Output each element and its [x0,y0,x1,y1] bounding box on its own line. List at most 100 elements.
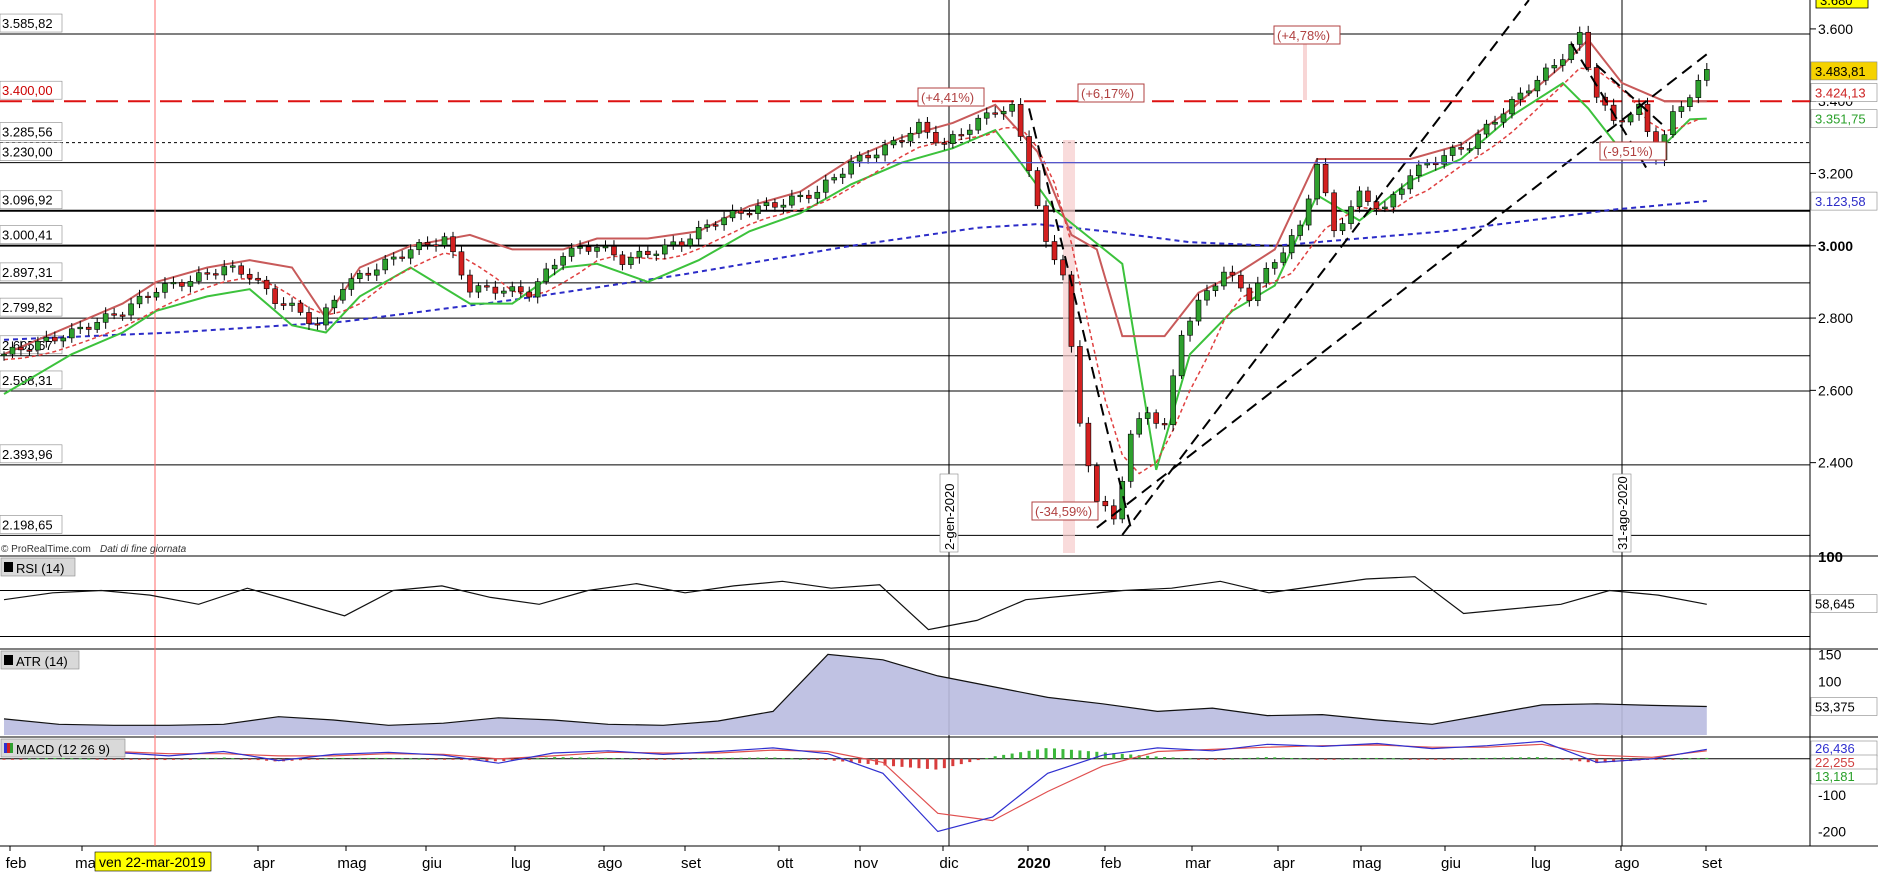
candle-body [534,281,541,298]
atr-area [4,654,1707,735]
macd-histogram-bar [892,758,896,767]
macd-histogram-bar [951,758,955,767]
price-axis-label: 2.400 [1818,455,1853,471]
candle-body [1238,274,1244,289]
macd-histogram-bar [87,758,91,760]
candle-body [1543,67,1549,81]
macd-histogram-bar [942,758,946,769]
date-marker-box [1612,473,1632,553]
copyright-text: © ProRealTime.com [1,544,91,555]
candle-body [814,191,821,199]
macd-histogram-bar [1357,758,1361,760]
candle-body [831,177,838,181]
macd-histogram-bar [1171,757,1175,759]
macd-histogram-bar [917,758,921,769]
candle-body [1559,59,1566,66]
macd-histogram-bar [663,758,667,760]
macd-histogram-bar [1442,758,1446,760]
macd-histogram-bar [671,758,675,760]
macd-histogram-bar [1036,749,1040,759]
macd-histogram-bar [1705,757,1709,759]
atr-axis-label: 100 [1818,673,1842,689]
macd-histogram-bar [154,758,158,760]
macd-histogram-bar [1552,758,1556,760]
candle-body [467,274,473,293]
price-value-label: 3.483,81 [1815,64,1866,79]
candle-body [1263,267,1270,284]
macd-histogram-bar [739,757,743,759]
macd-histogram-bar [968,758,972,763]
candle-body [399,256,405,259]
macd-histogram-bar [171,758,175,760]
candle-body [1466,148,1473,151]
candle-body [1161,423,1168,426]
candle-body [924,121,931,133]
macd-histogram-bar [459,758,463,760]
macd-legend: MACD (12 26 9) [16,742,110,757]
macd-histogram-bar [1662,758,1666,760]
candle-body [1195,299,1202,322]
x-axis-label: mar [1185,855,1211,872]
candle-body [204,272,211,275]
candle-body [1077,346,1083,424]
macd-histogram-bar [485,758,489,761]
candle-body [1407,175,1414,190]
macd-histogram-bar [53,758,57,760]
macd-histogram-bar [1010,753,1014,759]
candle-body [1288,235,1295,254]
candle-body [526,291,533,298]
level-label-box [0,370,63,390]
x-axis-label: dic [939,855,959,872]
price-value-label: 3.424,13 [1815,85,1866,100]
candle-body [441,236,448,246]
macd-histogram-bar [908,758,912,768]
candle-body [179,282,185,287]
x-axis-label: ago [1614,855,1639,872]
candle-body [255,277,261,281]
macd-histogram-bar [256,758,260,761]
macd-histogram-bar [138,758,142,760]
macd-histogram-bar [1027,750,1031,759]
candle-body [458,251,465,276]
macd-histogram-bar [527,758,531,760]
macd-histogram-bar [536,758,540,760]
data-note: Dati di fine giornata [100,544,187,555]
candle-body [966,129,973,135]
macd-histogram-bar [697,758,701,760]
atr-line [3,653,1707,726]
candle-body [357,272,363,279]
macd-histogram-bar [1544,757,1548,759]
macd-value-box [1810,768,1878,785]
macd-histogram-bar [1273,757,1277,759]
candle-body [1271,262,1278,269]
macd-histogram-bar [773,757,777,759]
candle-body [755,205,761,214]
macd-histogram-bar [146,758,150,760]
candle-body [450,236,456,253]
x-axis-label: apr [253,855,275,872]
candle-body [1526,90,1532,94]
candle-body [1178,334,1185,377]
candle-body [1170,375,1176,426]
candle-body [1534,79,1541,92]
macd-histogram-bar [510,758,514,761]
candle-body [35,340,41,351]
candle-body [1305,198,1312,226]
price-top-badge-text: 3.680 [1820,0,1853,8]
candle-body [323,307,329,326]
candle-body [1704,69,1710,81]
candle-body [950,134,956,144]
macd-histogram-bar [1103,752,1107,759]
macd-histogram-bar [544,757,548,759]
candle-body [1322,164,1329,194]
price-axis-label: 2.600 [1818,382,1853,398]
trend-line [1096,53,1708,529]
level-label-box [0,190,63,210]
x-axis-label: set [1702,855,1723,872]
macd-histogram-bar [1527,757,1531,759]
date-marker-label: 2-gen-2020 [942,484,957,551]
candle-body [390,256,397,260]
level-label: 2.897,31 [2,265,53,280]
candle-body [975,117,982,131]
